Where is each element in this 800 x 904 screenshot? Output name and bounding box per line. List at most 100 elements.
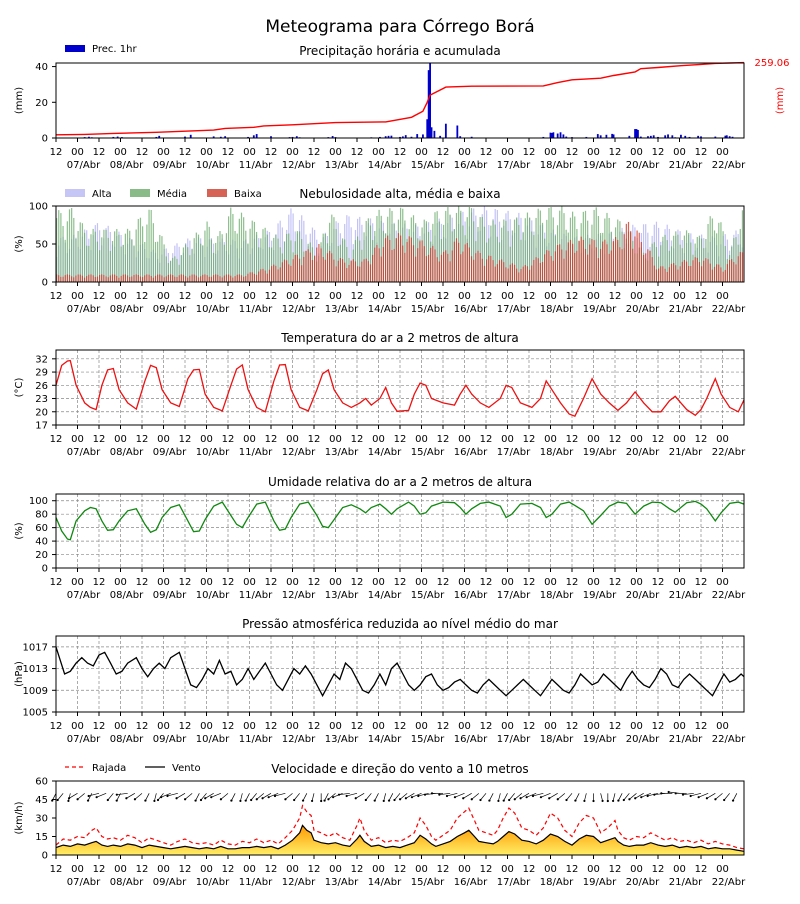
wind-arrow-head xyxy=(731,799,735,802)
wind-arrow-head xyxy=(345,794,348,798)
x-hour-label: 00 xyxy=(458,577,471,588)
cloud-low-bar xyxy=(438,261,440,282)
x-day-label: 20/Abr xyxy=(626,734,660,745)
cloud-low-bar xyxy=(642,255,645,282)
wind-arrow-head xyxy=(470,798,473,801)
x-day-label: 09/Abr xyxy=(153,734,187,745)
panel-title: Temperatura do ar a 2 metros de altura xyxy=(280,331,519,345)
cloud-low-bar xyxy=(81,275,83,282)
cloud-mid-bar xyxy=(503,219,505,282)
x-day-label: 14/Abr xyxy=(368,304,402,315)
cloud-low-bar xyxy=(436,257,438,282)
y-tick-label: 60 xyxy=(35,777,48,788)
cloud-low-bar xyxy=(565,250,567,282)
wind-direction-arrow xyxy=(57,793,64,801)
cloud-low-bar xyxy=(541,261,544,282)
x-hour-label: 00 xyxy=(415,434,428,445)
cloud-low-bar xyxy=(333,259,335,282)
cloud-mid-bar xyxy=(277,238,279,282)
cloud-mid-bar xyxy=(344,239,346,282)
cloud-low-bar xyxy=(271,266,273,282)
x-hour-label: 00 xyxy=(587,721,600,732)
cloud-mid-bar xyxy=(111,240,114,282)
cloud-mid-bar xyxy=(735,237,737,282)
cloud-low-bar xyxy=(554,251,556,282)
wind-arrow-head xyxy=(508,798,511,802)
legend-label-wind: Vento xyxy=(172,763,201,774)
wind-direction-arrow xyxy=(200,793,207,801)
x-hour-label: 12 xyxy=(566,864,579,875)
precip-bar xyxy=(559,132,562,138)
wind-arrow-head xyxy=(393,798,396,802)
x-hour-label: 12 xyxy=(351,864,364,875)
cloud-mid-bar xyxy=(707,224,709,282)
x-day-label: 14/Abr xyxy=(368,160,402,171)
cloud-low-bar xyxy=(632,248,634,282)
x-day-label: 12/Abr xyxy=(282,734,316,745)
precip-bar xyxy=(667,134,669,138)
wind-arrow-head xyxy=(337,793,341,796)
x-hour-label: 00 xyxy=(415,147,428,158)
cloud-low-bar xyxy=(490,255,492,282)
accumulated-precip-line xyxy=(55,61,745,136)
x-hour-label: 12 xyxy=(609,577,622,588)
cloud-mid-bar xyxy=(716,233,718,282)
x-day-label: 21/Abr xyxy=(669,734,703,745)
cloud-mid-bar xyxy=(683,235,685,282)
cloud-low-bar xyxy=(247,273,249,282)
x-hour-label: 00 xyxy=(458,291,471,302)
cloud-mid-bar xyxy=(126,228,129,282)
cloud-mid-bar xyxy=(204,230,206,282)
y-axis-label: (°C) xyxy=(14,378,25,398)
x-hour-label: 00 xyxy=(200,721,213,732)
x-hour-label: 12 xyxy=(566,147,579,158)
cloud-mid-bar xyxy=(83,232,86,282)
x-day-label: 15/Abr xyxy=(411,590,445,601)
wind-direction-arrow xyxy=(418,792,429,797)
cloud-low-bar xyxy=(111,274,114,282)
wind-direction-arrow xyxy=(532,792,544,797)
cloud-low-bar xyxy=(273,264,275,282)
cloud-mid-bar xyxy=(114,231,116,282)
y-tick-label: 0 xyxy=(42,278,48,289)
wind-arrow-head xyxy=(667,790,670,794)
cloud-low-bar xyxy=(329,250,331,282)
x-day-label: 08/Abr xyxy=(110,304,144,315)
cloud-mid-bar xyxy=(81,223,83,282)
cloud-mid-bar xyxy=(587,220,589,282)
cloud-low-bar xyxy=(711,269,713,282)
x-day-label: 19/Abr xyxy=(583,447,617,458)
cloud-low-bar xyxy=(384,238,387,282)
x-hour-label: 12 xyxy=(265,434,278,445)
x-day-label: 09/Abr xyxy=(153,590,187,601)
cloud-low-bar xyxy=(79,274,81,282)
precip-bar xyxy=(112,136,115,138)
cloud-mid-bar xyxy=(180,255,182,282)
precip-bar xyxy=(456,125,459,138)
cloud-mid-bar xyxy=(481,217,483,282)
cloud-low-bar xyxy=(148,274,150,282)
x-hour-label: 00 xyxy=(630,147,643,158)
cloud-mid-bar xyxy=(507,231,509,282)
wind-arrow-head xyxy=(723,798,726,802)
x-hour-label: 12 xyxy=(222,291,235,302)
x-hour-label: 00 xyxy=(243,864,256,875)
x-hour-label: 00 xyxy=(544,721,557,732)
x-hour-label: 12 xyxy=(179,577,192,588)
legend-label-cloud: Média xyxy=(157,188,187,200)
cloud-mid-bar xyxy=(58,210,60,282)
precip-bar xyxy=(155,136,158,138)
cloud-low-bar xyxy=(561,249,563,282)
wind-arrow-head xyxy=(160,796,163,799)
wind-direction-arrow xyxy=(231,793,236,801)
cloud-low-bar xyxy=(255,274,258,282)
x-day-label: 19/Abr xyxy=(583,160,617,171)
wind-arrow-head xyxy=(194,799,197,802)
x-hour-label: 00 xyxy=(501,434,514,445)
wind-arrow-head xyxy=(479,798,482,802)
wind-direction-arrow xyxy=(600,793,603,802)
cloud-mid-bar xyxy=(137,218,139,282)
x-day-label: 14/Abr xyxy=(368,447,402,458)
x-hour-label: 12 xyxy=(609,147,622,158)
cloud-mid-bar xyxy=(88,245,90,282)
